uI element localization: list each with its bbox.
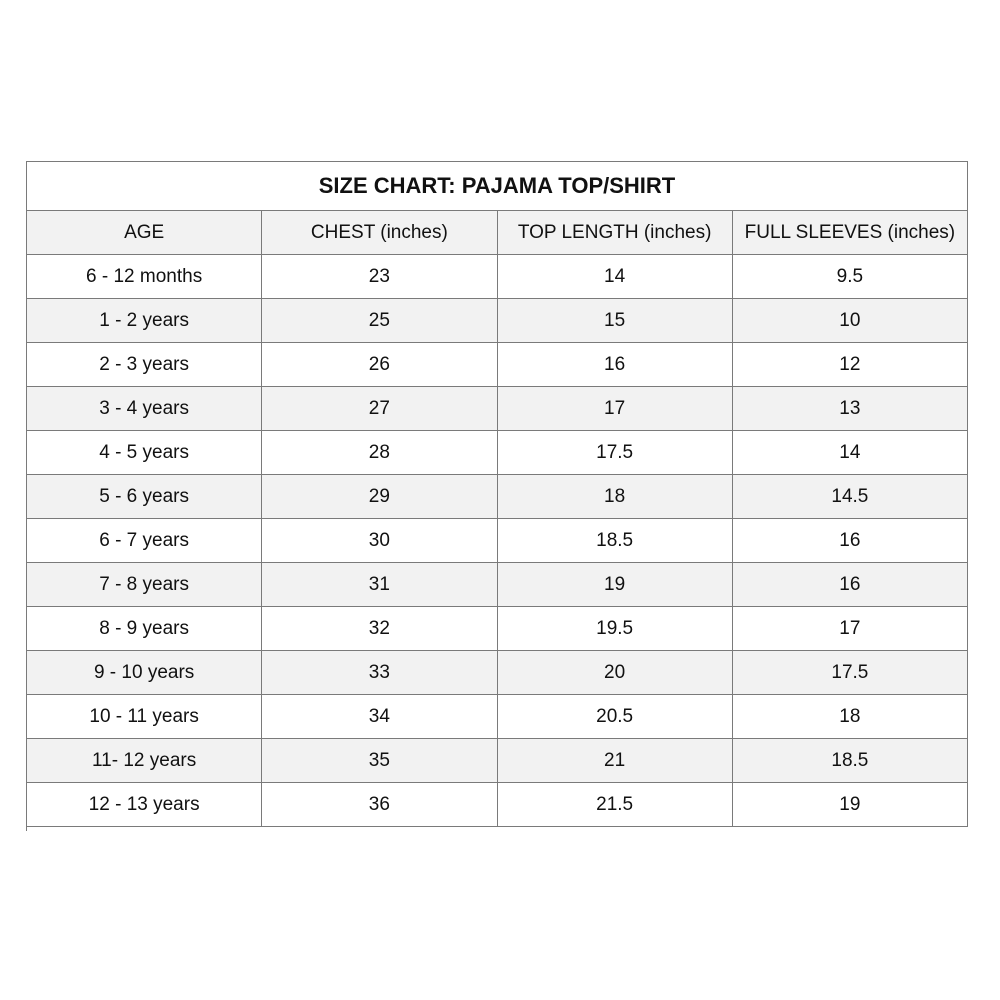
size-chart-table: SIZE CHART: PAJAMA TOP/SHIRT AGE CHEST (… — [25, 161, 969, 827]
cell-age: 7 - 8 years — [25, 562, 263, 607]
cell-top-length: 18 — [496, 474, 733, 519]
cell-chest: 33 — [261, 650, 498, 695]
cell-full-sleeves: 16 — [731, 518, 969, 563]
cell-full-sleeves: 14.5 — [731, 474, 969, 519]
cell-age: 11- 12 years — [25, 738, 263, 783]
cell-age: 3 - 4 years — [25, 386, 263, 431]
cell-age: 6 - 12 months — [25, 254, 263, 299]
table-row: 9 - 10 years 33 20 17.5 — [25, 650, 969, 695]
cell-age: 1 - 2 years — [25, 298, 263, 343]
column-header-top-length: TOP LENGTH (inches) — [496, 210, 733, 255]
cell-top-length: 20 — [496, 650, 733, 695]
cell-chest: 23 — [261, 254, 498, 299]
cell-age: 12 - 13 years — [25, 782, 263, 827]
cell-top-length: 19.5 — [496, 606, 733, 651]
cell-chest: 36 — [261, 782, 498, 827]
cell-age: 6 - 7 years — [25, 518, 263, 563]
cell-chest: 34 — [261, 694, 498, 739]
border-tick — [26, 827, 27, 831]
cell-full-sleeves: 16 — [731, 562, 969, 607]
cell-age: 5 - 6 years — [25, 474, 263, 519]
table-row: 1 - 2 years 25 15 10 — [25, 298, 969, 343]
cell-age: 8 - 9 years — [25, 606, 263, 651]
size-chart: SIZE CHART: PAJAMA TOP/SHIRT AGE CHEST (… — [25, 161, 969, 827]
column-header-chest: CHEST (inches) — [261, 210, 498, 255]
cell-top-length: 14 — [496, 254, 733, 299]
cell-full-sleeves: 18.5 — [731, 738, 969, 783]
table-row: 11- 12 years 35 21 18.5 — [25, 738, 969, 783]
cell-full-sleeves: 9.5 — [731, 254, 969, 299]
cell-full-sleeves: 17.5 — [731, 650, 969, 695]
cell-full-sleeves: 18 — [731, 694, 969, 739]
table-row: 10 - 11 years 34 20.5 18 — [25, 694, 969, 739]
table-row: 5 - 6 years 29 18 14.5 — [25, 474, 969, 519]
table-row: 7 - 8 years 31 19 16 — [25, 562, 969, 607]
table-row: 6 - 7 years 30 18.5 16 — [25, 518, 969, 563]
cell-top-length: 21 — [496, 738, 733, 783]
table-title: SIZE CHART: PAJAMA TOP/SHIRT — [26, 161, 968, 211]
cell-top-length: 17.5 — [496, 430, 733, 475]
cell-chest: 27 — [261, 386, 498, 431]
cell-top-length: 19 — [496, 562, 733, 607]
table-row: 6 - 12 months 23 14 9.5 — [25, 254, 969, 299]
cell-chest: 30 — [261, 518, 498, 563]
cell-chest: 31 — [261, 562, 498, 607]
cell-top-length: 15 — [496, 298, 733, 343]
cell-full-sleeves: 10 — [731, 298, 969, 343]
cell-full-sleeves: 13 — [731, 386, 969, 431]
cell-chest: 26 — [261, 342, 498, 387]
header-row: AGE CHEST (inches) TOP LENGTH (inches) F… — [25, 210, 969, 255]
cell-chest: 25 — [261, 298, 498, 343]
cell-full-sleeves: 17 — [731, 606, 969, 651]
cell-age: 4 - 5 years — [25, 430, 263, 475]
cell-chest: 29 — [261, 474, 498, 519]
table-row: 4 - 5 years 28 17.5 14 — [25, 430, 969, 475]
table-row: 8 - 9 years 32 19.5 17 — [25, 606, 969, 651]
cell-age: 10 - 11 years — [25, 694, 263, 739]
cell-top-length: 18.5 — [496, 518, 733, 563]
column-header-age: AGE — [25, 210, 263, 255]
cell-age: 2 - 3 years — [25, 342, 263, 387]
cell-chest: 32 — [261, 606, 498, 651]
cell-chest: 28 — [261, 430, 498, 475]
cell-age: 9 - 10 years — [25, 650, 263, 695]
cell-top-length: 20.5 — [496, 694, 733, 739]
cell-full-sleeves: 14 — [731, 430, 969, 475]
cell-top-length: 21.5 — [496, 782, 733, 827]
cell-full-sleeves: 19 — [731, 782, 969, 827]
cell-full-sleeves: 12 — [731, 342, 969, 387]
column-header-full-sleeves: FULL SLEEVES (inches) — [731, 210, 969, 255]
cell-chest: 35 — [261, 738, 498, 783]
table-row: 12 - 13 years 36 21.5 19 — [25, 782, 969, 827]
cell-top-length: 16 — [496, 342, 733, 387]
table-row: 2 - 3 years 26 16 12 — [25, 342, 969, 387]
cell-top-length: 17 — [496, 386, 733, 431]
title-row: SIZE CHART: PAJAMA TOP/SHIRT — [26, 161, 968, 211]
table-row: 3 - 4 years 27 17 13 — [25, 386, 969, 431]
